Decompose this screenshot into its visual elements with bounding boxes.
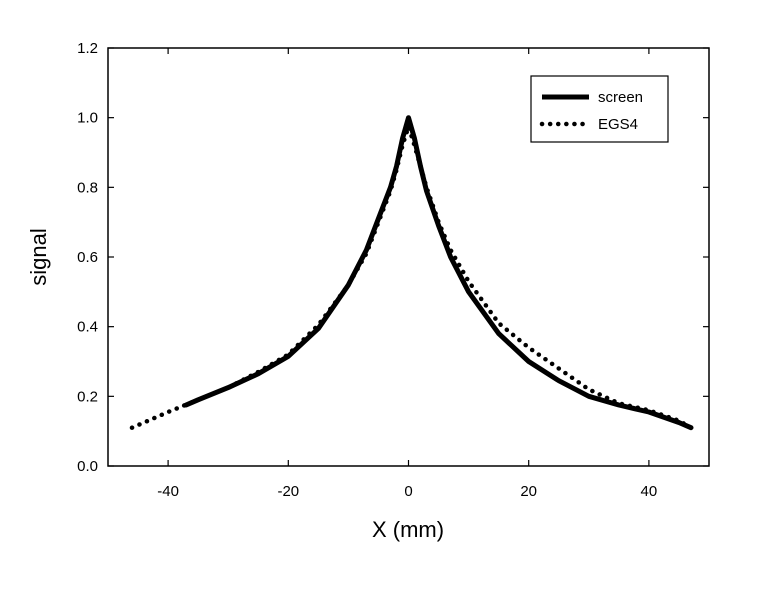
legend-egs4-label: EGS4 — [598, 116, 638, 133]
legend-box — [530, 75, 669, 143]
x-ticks: -40 -20 0 20 40 — [157, 48, 657, 500]
series-line-egs4 — [129, 124, 694, 430]
x-tick-label: 40 — [641, 483, 658, 500]
y-axis-title: signal — [26, 228, 51, 285]
y-tick-label: 1.2 — [77, 40, 98, 57]
y-tick-label: 0.4 — [77, 319, 98, 336]
series-layer — [129, 115, 694, 431]
y-tick-label: 0.0 — [77, 458, 98, 475]
series-line-screen — [183, 115, 694, 431]
y-tick-label: 1.0 — [77, 110, 98, 127]
legend: screen EGS4 — [530, 75, 669, 143]
x-tick-label: -20 — [277, 483, 299, 500]
y-tick-label: 0.6 — [77, 249, 98, 266]
y-ticks: 0.0 0.2 0.4 0.6 0.8 1.0 1.2 — [77, 40, 709, 475]
x-tick-label: 0 — [404, 483, 412, 500]
y-tick-label: 0.8 — [77, 179, 98, 196]
x-axis-title: X (mm) — [372, 517, 444, 542]
y-tick-label: 0.2 — [77, 388, 98, 405]
x-tick-label: 20 — [520, 483, 537, 500]
legend-screen-label: screen — [598, 89, 643, 106]
x-tick-label: -40 — [157, 483, 179, 500]
